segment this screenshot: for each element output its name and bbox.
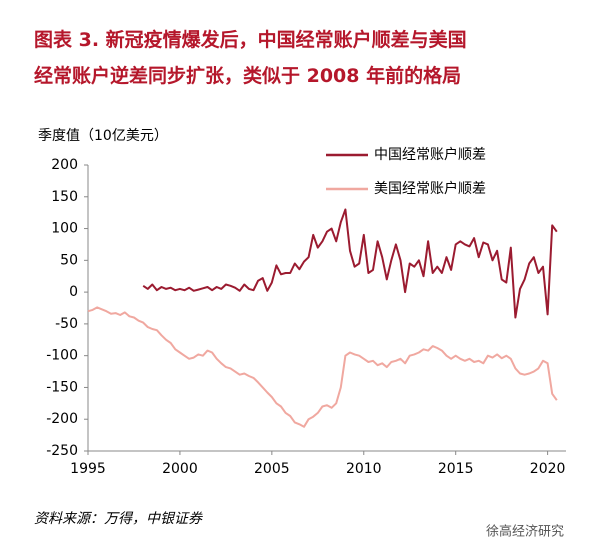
chart-title: 经常账户逆差同步扩张，类似于 2008 年前的格局 xyxy=(34,64,461,87)
watermark: 徐高经济研究 xyxy=(486,524,564,540)
legend-label: 中国经常账户顺差 xyxy=(374,146,486,163)
chart-title: 图表 3. 新冠疫情爆发后，中国经常账户顺差与美国 xyxy=(34,28,467,51)
x-tick-label: 2020 xyxy=(530,461,566,477)
legend-label: 美国经常账户顺差 xyxy=(374,180,486,197)
series-line xyxy=(87,306,558,428)
y-axis-label: 季度值（10亿美元） xyxy=(38,128,168,144)
y-tick-label: 50 xyxy=(60,252,78,268)
x-tick-label: 2010 xyxy=(346,461,382,477)
y-tick-label: -100 xyxy=(46,348,78,364)
y-tick-label: 200 xyxy=(51,157,78,173)
y-tick-label: -200 xyxy=(46,411,78,427)
x-tick-label: 2005 xyxy=(254,461,290,477)
y-tick-label: 150 xyxy=(51,189,78,205)
y-tick-label: 0 xyxy=(69,284,78,300)
y-tick-label: 100 xyxy=(51,221,78,237)
x-tick-label: 1995 xyxy=(70,461,106,477)
y-tick-label: -250 xyxy=(46,443,78,459)
y-tick-label: -50 xyxy=(55,316,78,332)
x-tick-label: 2015 xyxy=(438,461,474,477)
y-tick-label: -150 xyxy=(46,379,78,395)
x-tick-label: 2000 xyxy=(162,461,198,477)
source: 资料来源：万得，中银证券 xyxy=(34,511,203,527)
series-line xyxy=(142,208,558,319)
